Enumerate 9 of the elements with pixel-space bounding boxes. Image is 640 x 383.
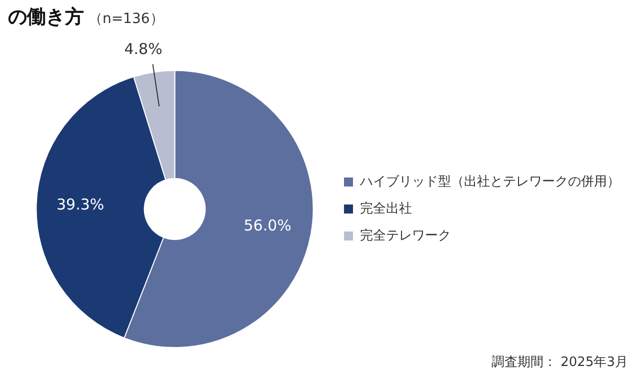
data-label: 39.3% — [56, 195, 104, 214]
legend-label: ハイブリッド型（出社とテレワークの併用） — [359, 174, 620, 190]
data-label: 56.0% — [244, 216, 292, 234]
chart-title: の働き方 — [8, 6, 84, 28]
text: 調査期間： 2025年3月 — [492, 354, 628, 371]
legend-label: 完全出社 — [360, 200, 412, 216]
data-label: 4.8% — [124, 40, 162, 58]
chart-subtitle: （n=136） — [87, 11, 164, 27]
legend-label: 完全テレワーク — [360, 227, 451, 244]
